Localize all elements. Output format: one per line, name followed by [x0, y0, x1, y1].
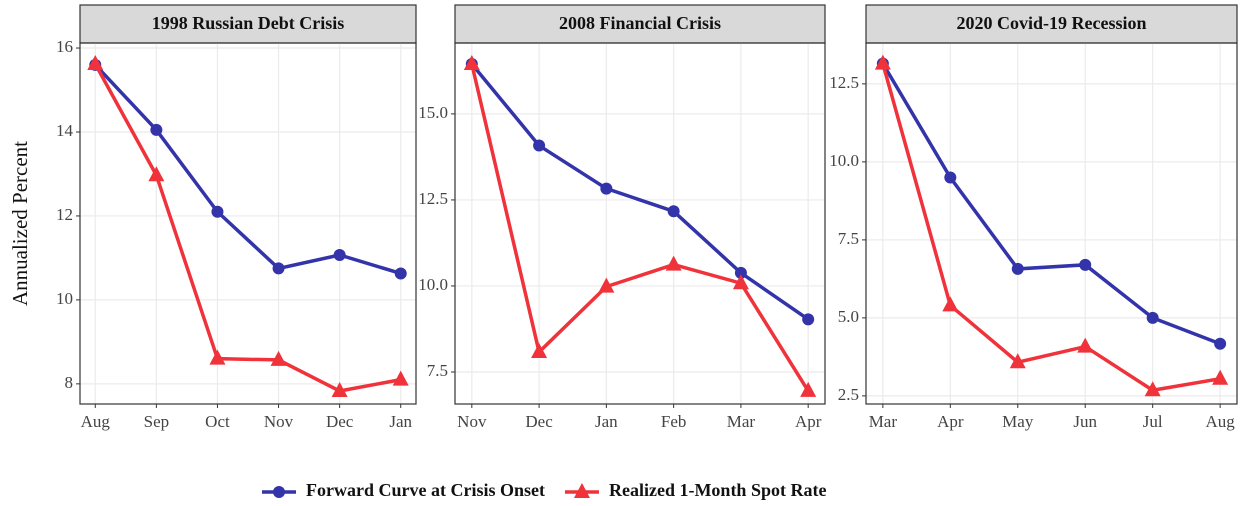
circle-marker — [272, 262, 285, 275]
y-tick-label: 14 — [56, 121, 74, 140]
series-line — [93, 63, 402, 276]
panel-border — [865, 42, 1238, 405]
triangle-marker — [463, 54, 480, 70]
y-tick-label: 15.0 — [418, 103, 448, 122]
y-tick-label: 12.5 — [829, 73, 859, 92]
triangle-marker — [874, 54, 891, 70]
strip — [865, 4, 1238, 44]
x-tick-label: May — [1002, 412, 1034, 431]
circle-marker — [333, 248, 346, 261]
panel-title: 2008 Financial Crisis — [559, 13, 721, 33]
x-tick-label: Feb — [661, 412, 687, 431]
x-tick-label: Aug — [1205, 412, 1235, 431]
circle-marker — [1214, 337, 1227, 350]
circle-marker — [150, 123, 163, 136]
legend-label: Forward Curve at Crisis Onset — [306, 480, 545, 500]
y-tick-label: 2.5 — [838, 385, 859, 404]
triangle-marker — [270, 350, 287, 366]
circle-marker — [533, 139, 546, 152]
y-tick-label: 16 — [56, 37, 73, 56]
triangle-marker — [1009, 353, 1026, 369]
triangle-marker — [531, 343, 548, 359]
y-tick-label: 8 — [65, 373, 74, 392]
series-line — [93, 63, 402, 393]
circle-marker — [211, 205, 224, 218]
circle-marker — [802, 313, 815, 326]
triangle-marker — [598, 277, 615, 293]
y-tick-label: 10 — [56, 289, 73, 308]
x-tick-label: Dec — [326, 412, 354, 431]
y-tick-label: 7.5 — [427, 361, 448, 380]
x-tick-label: Jan — [389, 412, 412, 431]
circle-marker — [944, 171, 957, 184]
strip — [79, 4, 417, 44]
circle-marker — [1079, 258, 1092, 271]
x-tick-label: Mar — [869, 412, 898, 431]
x-tick-label: Jun — [1073, 412, 1097, 431]
triangle-marker — [209, 349, 226, 365]
x-tick-label: Apr — [795, 412, 822, 431]
y-tick-label: 12 — [56, 205, 73, 224]
panel-title: 2020 Covid-19 Recession — [957, 13, 1147, 33]
x-tick-label: Nov — [457, 412, 487, 431]
legend-label: Realized 1-Month Spot Rate — [609, 480, 826, 500]
triangle-marker — [331, 381, 348, 397]
triangle-marker — [1077, 337, 1094, 353]
triangle-marker — [148, 166, 165, 182]
triangle-marker — [942, 296, 959, 312]
triangle-marker — [87, 54, 104, 70]
circle-marker — [734, 266, 747, 279]
x-tick-label: Mar — [727, 412, 756, 431]
x-tick-label: Apr — [937, 412, 964, 431]
circle-marker — [1011, 262, 1024, 275]
x-tick-label: Dec — [525, 412, 553, 431]
circle-marker — [600, 182, 613, 195]
circle-marker — [667, 205, 680, 218]
x-tick-label: Jan — [595, 412, 618, 431]
triangle-marker — [1144, 381, 1161, 397]
y-axis-label: Annualized Percent — [8, 141, 32, 306]
series-line — [470, 62, 810, 321]
triangle-marker — [1212, 369, 1229, 385]
y-tick-label: 5.0 — [838, 307, 859, 326]
circle-marker — [273, 486, 285, 498]
circle-marker — [1146, 311, 1159, 324]
y-tick-label: 7.5 — [838, 229, 859, 248]
x-tick-label: Oct — [205, 412, 230, 431]
triangle-marker — [732, 274, 749, 290]
y-tick-label: 10.0 — [829, 151, 859, 170]
x-tick-label: Nov — [264, 412, 294, 431]
strip — [454, 4, 826, 44]
panel-title: 1998 Russian Debt Crisis — [152, 13, 345, 33]
panel-border — [79, 42, 417, 405]
y-tick-label: 10.0 — [418, 275, 448, 294]
triangle-marker — [392, 370, 409, 386]
series-line — [470, 63, 810, 392]
triangle-marker — [665, 255, 682, 271]
triangle-marker — [573, 483, 590, 498]
x-tick-label: Aug — [81, 412, 111, 431]
x-tick-label: Jul — [1143, 412, 1163, 431]
circle-marker — [394, 267, 407, 280]
x-tick-label: Sep — [144, 412, 170, 431]
panel-border — [454, 42, 826, 405]
series-line — [881, 63, 1221, 393]
series-line — [881, 62, 1221, 346]
y-tick-label: 12.5 — [418, 189, 448, 208]
triangle-marker — [800, 381, 817, 397]
